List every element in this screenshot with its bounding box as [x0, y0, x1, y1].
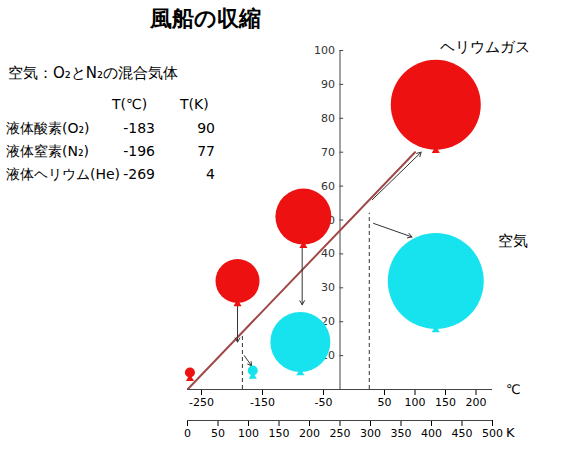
svg-text:200: 200: [299, 427, 320, 440]
svg-text:0: 0: [184, 427, 191, 440]
svg-text:150: 150: [435, 396, 456, 409]
svg-text:-250: -250: [189, 396, 214, 409]
svg-text:250: 250: [330, 427, 351, 440]
svg-text:-50: -50: [315, 396, 333, 409]
svg-text:350: 350: [391, 427, 412, 440]
svg-text:80: 80: [321, 112, 335, 125]
svg-text:100: 100: [314, 44, 335, 57]
html-text:77: 77: [197, 143, 215, 159]
svg-text:50: 50: [378, 396, 392, 409]
svg-text:40: 40: [321, 247, 335, 261]
svg-text:100: 100: [238, 427, 259, 440]
html-text:90: 90: [197, 120, 215, 136]
svg-text:100: 100: [405, 396, 426, 409]
html-text:空気：O₂とN₂の混合気体: 空気：O₂とN₂の混合気体: [8, 64, 179, 82]
html-text:-196: -196: [123, 143, 155, 159]
html-text:T(℃): T(℃): [112, 96, 148, 112]
svg-text:400: 400: [421, 427, 442, 440]
svg-text:200: 200: [466, 396, 487, 409]
html-text:K: K: [506, 425, 515, 440]
svg-text:30: 30: [321, 281, 335, 294]
svg-text:500: 500: [482, 427, 503, 440]
svg-text:300: 300: [360, 427, 381, 440]
svg-text:60: 60: [321, 180, 335, 193]
svg-text:70: 70: [321, 146, 335, 159]
html-text:-183: -183: [123, 120, 155, 136]
html-text:風船の収縮: 風船の収縮: [150, 6, 261, 31]
svg-text:-150: -150: [250, 396, 275, 409]
html-text:4: 4: [206, 166, 215, 182]
svg-text:50: 50: [211, 427, 225, 440]
svg-text:90: 90: [321, 78, 335, 91]
svg-text:20: 20: [321, 315, 335, 329]
html-text:液体ヘリウム(He) -269: 液体ヘリウム(He) -269: [6, 166, 155, 182]
svg-text:150: 150: [269, 427, 290, 440]
html-text:ヘリウムガス: ヘリウムガス: [440, 38, 530, 56]
html-text:T(K): T(K): [180, 96, 209, 112]
html-text:液体窒素(N₂): 液体窒素(N₂): [6, 143, 89, 159]
svg-text:450: 450: [452, 427, 473, 440]
html-text:液体酸素(O₂): 液体酸素(O₂): [6, 120, 90, 136]
html-text:空気: 空気: [498, 232, 528, 250]
